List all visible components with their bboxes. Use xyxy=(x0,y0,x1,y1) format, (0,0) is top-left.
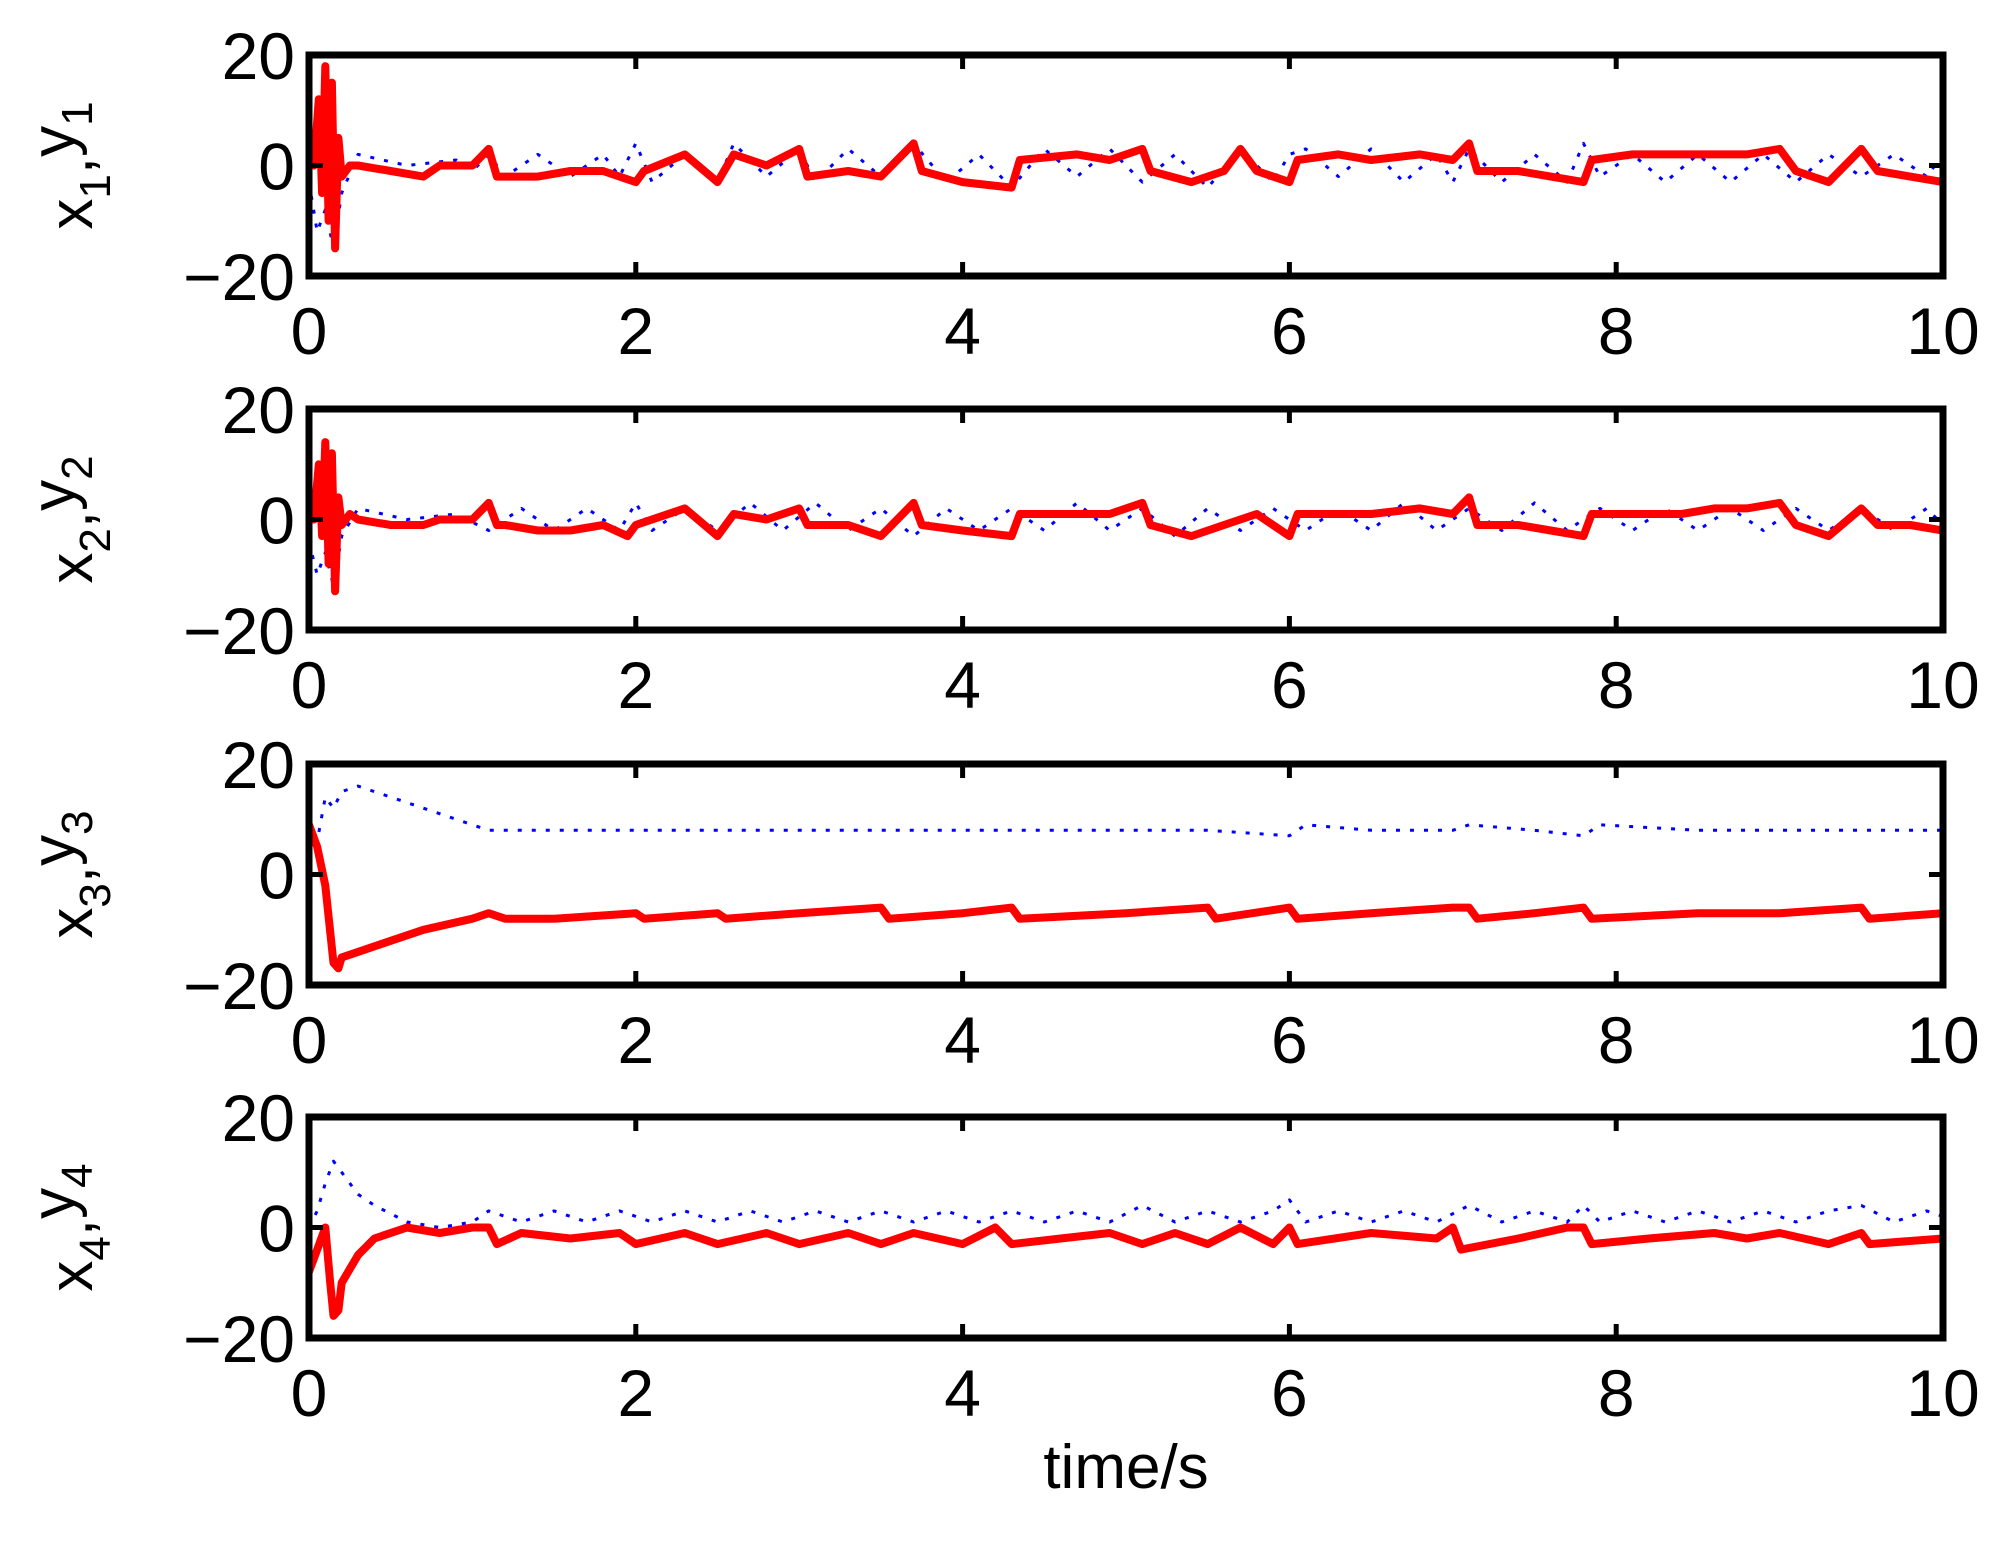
y-label-b-sub: 1 xyxy=(53,101,102,125)
y-label-sep: , xyxy=(37,157,106,174)
x-tick-label: 10 xyxy=(1906,1356,1979,1430)
y-axis-label: x2,y2 xyxy=(19,455,120,583)
x-tick-label: 2 xyxy=(617,1003,654,1077)
x-tick-label: 10 xyxy=(1906,1003,1979,1077)
x-tick-label: 4 xyxy=(944,294,981,368)
y-tick-label: 0 xyxy=(258,130,295,204)
x-tick-label: 2 xyxy=(617,294,654,368)
axes-box xyxy=(305,1113,1947,1342)
axes-box xyxy=(305,760,1947,989)
series-dotted-blue xyxy=(309,501,1943,588)
y-label-a: x xyxy=(37,908,106,939)
y-label-b: y xyxy=(19,835,88,866)
series-solid-red xyxy=(309,1223,1943,1320)
y-tick-label: 0 xyxy=(258,1192,295,1266)
y-tick-label: −20 xyxy=(183,1302,295,1376)
series-dotted-blue xyxy=(309,784,1943,859)
series-solid-red xyxy=(309,438,1943,596)
y-label-a: x xyxy=(37,553,106,584)
x-tick-label: 0 xyxy=(291,1356,328,1430)
x-tick-label: 2 xyxy=(617,648,654,722)
y-axis-label: x1,y1 xyxy=(19,101,120,229)
y-label-b: y xyxy=(19,1188,88,1219)
y-label-a-sub: 4 xyxy=(71,1236,120,1260)
x-tick-label: 4 xyxy=(944,648,981,722)
y-label-a-sub: 2 xyxy=(71,528,120,552)
y-tick-label: 20 xyxy=(222,19,295,93)
x-tick-label: 6 xyxy=(1271,294,1308,368)
y-axis-label: x3,y3 xyxy=(19,810,120,938)
y-label-a: x xyxy=(37,199,106,230)
y-label-sep: , xyxy=(37,1219,106,1236)
x-tick-label: 10 xyxy=(1906,648,1979,722)
x-tick-label: 4 xyxy=(944,1356,981,1430)
x-tick-label: 0 xyxy=(291,648,328,722)
y-tick-label: −20 xyxy=(183,949,295,1023)
series-solid-red xyxy=(309,62,1943,253)
x-axis-label: time/s xyxy=(1043,1433,1208,1502)
y-label-sep: , xyxy=(37,511,106,528)
y-tick-label: 20 xyxy=(222,373,295,447)
y-label-b-sub: 2 xyxy=(53,455,102,479)
y-tick-label: −20 xyxy=(183,594,295,668)
y-tick-label: 20 xyxy=(222,1081,295,1155)
x-tick-label: 8 xyxy=(1598,1356,1635,1430)
x-tick-label: 8 xyxy=(1598,294,1635,368)
x-tick-label: 0 xyxy=(291,294,328,368)
y-axis-label: x4,y4 xyxy=(19,1163,120,1291)
x-tick-label: 4 xyxy=(944,1003,981,1077)
y-label-a: x xyxy=(37,1261,106,1292)
axes-box xyxy=(305,51,1947,280)
y-tick-label: 20 xyxy=(222,728,295,802)
series-solid-red xyxy=(309,820,1943,973)
x-tick-label: 8 xyxy=(1598,648,1635,722)
y-label-a-sub: 1 xyxy=(71,174,120,198)
x-tick-label: 6 xyxy=(1271,648,1308,722)
y-label-b: y xyxy=(19,480,88,511)
y-label-b: y xyxy=(19,126,88,157)
y-label-a-sub: 3 xyxy=(71,883,120,907)
y-label-b-sub: 3 xyxy=(53,810,102,834)
x-tick-label: 2 xyxy=(617,1356,654,1430)
x-tick-label: 0 xyxy=(291,1003,328,1077)
y-label-sep: , xyxy=(37,866,106,883)
x-tick-label: 8 xyxy=(1598,1003,1635,1077)
x-tick-label: 6 xyxy=(1271,1356,1308,1430)
x-tick-label: 6 xyxy=(1271,1003,1308,1077)
y-tick-label: 0 xyxy=(258,839,295,913)
series-dotted-blue xyxy=(309,141,1943,250)
y-tick-label: −20 xyxy=(183,240,295,314)
y-label-b-sub: 4 xyxy=(53,1163,102,1187)
y-tick-label: 0 xyxy=(258,484,295,558)
axes-box xyxy=(305,405,1947,634)
x-tick-label: 10 xyxy=(1906,294,1979,368)
series-dotted-blue xyxy=(309,1159,1943,1229)
